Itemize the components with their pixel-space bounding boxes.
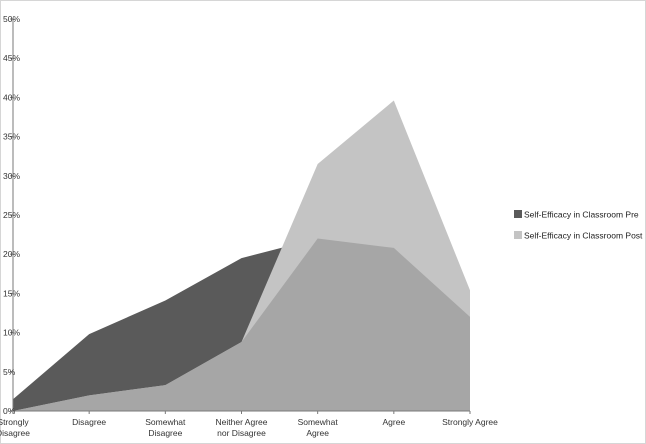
legend-swatch-pre	[514, 210, 522, 218]
y-tick-label: 15%	[3, 288, 20, 298]
x-tick-label: Somewhat Agree	[298, 417, 339, 438]
y-axis-ticks: 0% 5% 10% 15% 20% 25% 30% 35% 40% 45% 50%	[3, 14, 20, 416]
x-tick-label: Somewhat Disagree	[145, 417, 186, 438]
x-tick-label: Strongly Agree	[442, 417, 498, 427]
legend-label-pre: Self-Efficacy in Classroom Pre	[524, 210, 639, 220]
y-tick-label: 5%	[3, 367, 16, 377]
x-tick-label: StronglyDisagree	[0, 417, 30, 438]
y-tick-label: 40%	[3, 92, 20, 102]
plot-areas	[13, 100, 470, 411]
x-axis-ticks: StronglyDisagree Disagree SomewhatDisagree…	[0, 411, 498, 438]
y-tick-label: 20%	[3, 249, 20, 259]
y-tick-label: 0%	[3, 406, 16, 416]
legend-label-post: Self-Efficacy in Classroom Post	[524, 231, 643, 241]
series-area-overlap	[13, 238, 470, 411]
y-tick-label: 45%	[3, 53, 20, 63]
x-tick-label: Agree	[382, 417, 405, 427]
y-tick-label: 50%	[3, 14, 20, 24]
legend-swatch-post	[514, 231, 522, 239]
y-tick-label: 10%	[3, 328, 20, 338]
y-tick-label: 35%	[3, 132, 20, 142]
y-tick-label: 25%	[3, 210, 20, 220]
x-tick-label: Neither Agree nor Disagree	[216, 417, 268, 438]
x-tick-label: Disagree	[72, 417, 106, 427]
y-tick-label: 30%	[3, 171, 20, 181]
legend: Self-Efficacy in Classroom Pre Self-Effic…	[514, 210, 643, 241]
